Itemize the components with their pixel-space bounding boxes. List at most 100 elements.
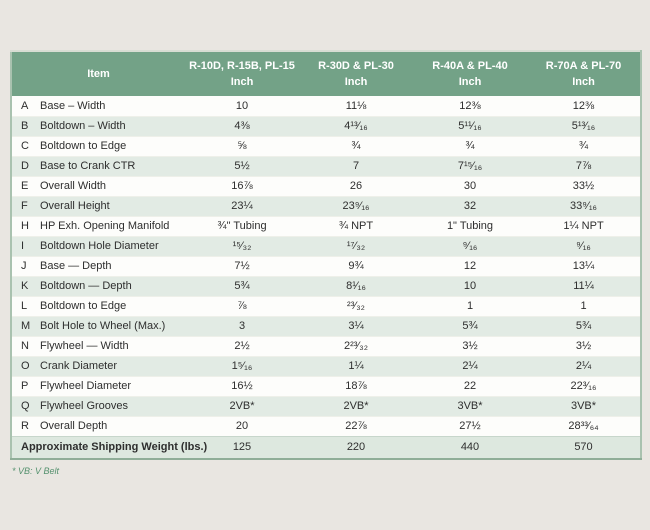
row-item-label: Base – Width xyxy=(40,99,106,112)
row-item-label: Boltdown to Edge xyxy=(40,300,127,312)
row-letter: M xyxy=(21,320,31,332)
table-row: J Base — Depth 7½ 9¾ 12 13¼ xyxy=(11,256,641,276)
footnote: * VB: V Belt xyxy=(12,466,60,476)
row-item-label: Boltdown Hole Diameter xyxy=(40,240,159,252)
row-item-label: HP Exh. Opening Manifold xyxy=(40,220,170,232)
row-value: 3¼ xyxy=(348,320,364,332)
row-value: 4¹³⁄₁₆ xyxy=(344,120,368,132)
header-col-model-4: R-70A & PL-70 Inch xyxy=(527,51,641,96)
table-row: M Bolt Hole to Wheel (Max.) 3 3¼ 5¾ 5¾ xyxy=(11,316,641,336)
row-value: 11¼ xyxy=(573,280,594,292)
table-row: L Boltdown to Edge ⅞ ²³⁄₃₂ 1 1 xyxy=(11,296,641,316)
row-value: 28³³⁄₆₄ xyxy=(568,420,599,432)
row-value: 22³⁄₁₆ xyxy=(570,380,597,392)
row-item-label: Base to Crank CTR xyxy=(40,160,136,172)
row-value: 3½ xyxy=(462,340,478,352)
header-col-model-3: R-40A & PL-40 Inch xyxy=(413,51,527,96)
header-col-model-2: R-30D & PL-30 Inch xyxy=(299,51,413,96)
row-value: ¾ xyxy=(351,140,361,152)
header-unit: Inch xyxy=(230,76,254,88)
row-value: 18⅞ xyxy=(345,380,367,392)
row-value: ¾" Tubing xyxy=(217,220,267,232)
row-letter: C xyxy=(21,140,29,152)
table-row: B Boltdown – Width 4⅜ 4¹³⁄₁₆ 5¹¹⁄₁₆ 5¹³⁄₁₆ xyxy=(11,116,641,136)
row-value: 12⅜ xyxy=(459,99,481,112)
row-value: 5¾ xyxy=(234,280,250,292)
shipping-weight-label: Approximate Shipping Weight (lbs.) xyxy=(21,441,208,454)
shipping-weight-value: 220 xyxy=(346,441,366,454)
row-letter: H xyxy=(21,220,29,232)
row-item-label: Boltdown – Width xyxy=(40,120,126,132)
row-value: 3VB* xyxy=(570,400,597,412)
row-value: 7¹⁵⁄₁₆ xyxy=(457,160,483,172)
table-row: P Flywheel Diameter 16½ 18⅞ 22 22³⁄₁₆ xyxy=(11,376,641,396)
shipping-weight-value: 440 xyxy=(460,441,480,454)
row-value: ⅝ xyxy=(237,140,247,152)
table-row: H HP Exh. Opening Manifold ¾" Tubing ¾ NPT 1… xyxy=(11,216,641,236)
row-value: 12 xyxy=(463,260,477,272)
row-letter: L xyxy=(21,300,28,312)
row-value: 12⅜ xyxy=(572,99,595,112)
header-row: Item R-10D, R-15B, PL-15 Inch R-30D & PL… xyxy=(11,51,641,96)
row-value: ¾ xyxy=(578,140,589,152)
row-item-label: Overall Width xyxy=(40,180,107,192)
shipping-weight-value: 125 xyxy=(232,441,252,454)
row-value: 5¹³⁄₁₆ xyxy=(571,120,596,132)
header-unit: Inch xyxy=(458,76,482,88)
row-letter: B xyxy=(21,120,29,132)
row-letter: D xyxy=(21,160,29,172)
table-row: A Base – Width 10 11⅛ 12⅜ 12⅜ xyxy=(11,96,641,116)
row-value: 11⅛ xyxy=(345,99,367,112)
row-value: ¾ xyxy=(465,140,475,152)
row-value: 5¹¹⁄₁₆ xyxy=(458,120,482,132)
shipping-weight-value: 570 xyxy=(574,441,593,454)
row-value: 3 xyxy=(238,320,246,332)
row-item-label: Boltdown — Depth xyxy=(40,280,132,292)
row-item-label: Base — Depth xyxy=(40,260,112,272)
table-row: F Overall Height 23¼ 23⁹⁄₁₆ 32 33⁹⁄₁₆ xyxy=(11,196,641,216)
row-value: 26 xyxy=(349,180,363,192)
row-value: 23⁹⁄₁₆ xyxy=(342,200,370,212)
row-value: 4⅜ xyxy=(234,120,250,132)
row-letter: R xyxy=(21,420,29,432)
header-item: Item xyxy=(11,51,185,96)
row-value: 13¼ xyxy=(572,260,595,272)
row-value: 3½ xyxy=(575,340,592,352)
header-model-name: R-30D & PL-30 xyxy=(318,59,394,72)
table-row: C Boltdown to Edge ⅝ ¾ ¾ ¾ xyxy=(11,136,641,156)
row-value: 1⁵⁄₁₆ xyxy=(231,360,253,372)
row-letter: N xyxy=(21,340,29,352)
header-item-label: Item xyxy=(87,67,110,80)
row-item-label: Flywheel Grooves xyxy=(40,400,129,412)
row-value: 22 xyxy=(463,380,477,392)
header-model-name: R-10D, R-15B, PL-15 xyxy=(189,59,295,72)
row-item-label: Flywheel — Width xyxy=(40,340,129,352)
row-letter: A xyxy=(21,99,29,112)
row-value: 10 xyxy=(463,280,477,292)
row-value: 23¼ xyxy=(231,200,253,212)
row-letter: Q xyxy=(21,400,30,412)
table-row: N Flywheel — Width 2½ 2²³⁄₃₂ 3½ 3½ xyxy=(11,336,641,356)
row-letter: P xyxy=(21,380,29,392)
row-value: 2¼ xyxy=(575,360,592,372)
row-value: ¹⁵⁄₃₂ xyxy=(232,240,252,252)
row-item-label: Overall Height xyxy=(40,200,110,212)
row-value: 10 xyxy=(235,99,249,112)
row-item-label: Crank Diameter xyxy=(40,360,118,372)
shipping-weight-row: Approximate Shipping Weight (lbs.) 125 2… xyxy=(11,436,641,459)
row-item-label: Boltdown to Edge xyxy=(40,140,127,152)
row-item-label: Flywheel Diameter xyxy=(40,380,132,392)
row-value: 27½ xyxy=(459,420,481,432)
row-item-label: Overall Depth xyxy=(40,420,108,432)
table-row: D Base to Crank CTR 5½ 7 7¹⁵⁄₁₆ 7⅞ xyxy=(11,156,641,176)
row-value: 2½ xyxy=(234,340,250,352)
row-value: 1¼ NPT xyxy=(563,220,604,232)
row-value: 1 xyxy=(580,300,587,312)
row-value: ²³⁄₃₂ xyxy=(347,300,365,312)
row-value: 7 xyxy=(352,160,360,172)
row-value: 32 xyxy=(463,200,477,212)
row-letter: F xyxy=(21,200,28,212)
table-row: R Overall Depth 20 22⅞ 27½ 28³³⁄₆₄ xyxy=(11,416,641,436)
spec-table: Item R-10D, R-15B, PL-15 Inch R-30D & PL… xyxy=(10,50,642,460)
table-row: K Boltdown — Depth 5¾ 8¹⁄₁₆ 10 11¼ xyxy=(11,276,641,296)
